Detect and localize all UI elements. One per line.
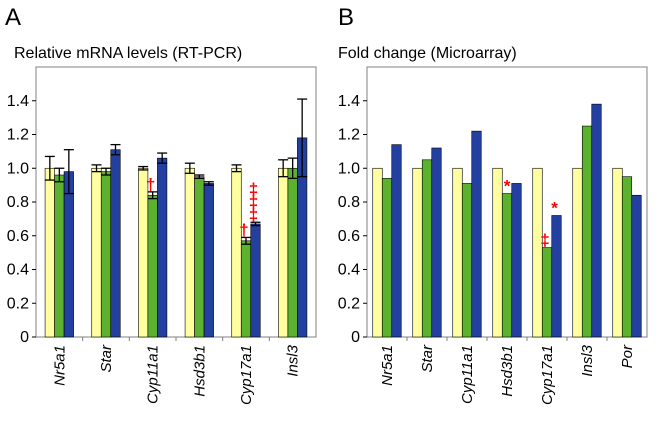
category-label: Nr5a1 bbox=[51, 345, 68, 386]
bar bbox=[194, 176, 205, 338]
significance-mark: ‡ bbox=[249, 192, 258, 211]
bar bbox=[581, 125, 593, 338]
y-tick-label: 1.4 bbox=[338, 93, 360, 110]
significance-mark: ‡ bbox=[249, 179, 258, 198]
bar bbox=[54, 174, 65, 338]
significance-mark: † bbox=[239, 220, 248, 239]
panel-a: A Relative mRNA levels (RT-PCR) 00.20.40… bbox=[5, 4, 317, 405]
annotations: *‡* bbox=[504, 177, 559, 250]
bar bbox=[391, 144, 402, 338]
category-label: Star bbox=[98, 344, 115, 373]
category-label: Cyp17a1 bbox=[238, 345, 255, 405]
y-tick-label: 0.6 bbox=[7, 228, 29, 245]
panel-letter: B bbox=[338, 4, 354, 31]
bar bbox=[63, 171, 74, 338]
y-tick-label: 0.6 bbox=[338, 228, 360, 245]
significance-mark: † bbox=[146, 175, 155, 194]
bar bbox=[591, 103, 602, 338]
significance-mark: * bbox=[504, 177, 511, 196]
bar bbox=[44, 167, 55, 338]
y-tick-label: 0 bbox=[20, 329, 29, 346]
category-label: Hsd3b1 bbox=[191, 345, 208, 397]
plot-frame bbox=[35, 66, 317, 338]
category-label: Insl3 bbox=[285, 344, 302, 376]
bar bbox=[501, 193, 513, 338]
y-tick-label: 0.4 bbox=[338, 262, 360, 279]
category-label: Cyp11a1 bbox=[459, 345, 476, 404]
y-tick-label: 0.2 bbox=[7, 295, 29, 312]
panel-title: Fold change (Microarray) bbox=[338, 45, 517, 62]
bar bbox=[203, 183, 214, 338]
significance-mark: ‡ bbox=[249, 205, 258, 224]
bar bbox=[110, 149, 121, 338]
bars: Nr5a1 Star Cyp11a1 Hsd3b1 Cyp17a1 Insl3 Por bbox=[372, 103, 642, 405]
significance-mark: ‡ bbox=[540, 231, 549, 250]
category-label: Cyp11a1 bbox=[145, 345, 162, 404]
panel-b: B Fold change (Microarray) 0 0.2 0.4 0.6 0.8… bbox=[338, 4, 648, 405]
category-label: Nr5a1 bbox=[379, 345, 396, 386]
y-tick-label: 0.4 bbox=[7, 262, 29, 279]
bar bbox=[231, 167, 242, 338]
y-tick-label: 1.4 bbox=[7, 93, 29, 110]
bar bbox=[431, 147, 442, 338]
y-tick-label: 1.2 bbox=[338, 127, 360, 144]
bars: Nr5a1 Star Cyp11a1 Hsd3b1 Cyp17a1 Insl3 bbox=[44, 98, 308, 405]
bar bbox=[541, 247, 553, 338]
y-tick-label: 1.2 bbox=[7, 127, 29, 144]
bar bbox=[372, 167, 383, 338]
category-label: Star bbox=[419, 344, 436, 373]
bar bbox=[100, 171, 112, 338]
bar bbox=[287, 167, 298, 338]
bar bbox=[452, 167, 463, 338]
category-label: Cyp17a1 bbox=[539, 345, 556, 405]
bar bbox=[184, 167, 195, 338]
bar bbox=[572, 167, 583, 338]
annotations: ††‡‡‡ bbox=[146, 175, 258, 240]
bar bbox=[91, 167, 102, 338]
y-axis: 0 0.2 0.4 0.6 0.8 1.0 1.2 1.4 bbox=[338, 93, 367, 346]
y-tick-label: 0.8 bbox=[338, 194, 360, 211]
bar bbox=[412, 167, 423, 338]
y-tick-label: 0 bbox=[351, 329, 360, 346]
significance-mark: * bbox=[551, 199, 558, 218]
bar bbox=[621, 176, 633, 338]
bar bbox=[381, 178, 393, 338]
bar bbox=[492, 167, 503, 338]
bar bbox=[421, 159, 433, 338]
bar bbox=[240, 240, 252, 338]
bar bbox=[461, 183, 473, 338]
bar bbox=[157, 157, 168, 338]
bar bbox=[147, 194, 158, 338]
bar bbox=[250, 223, 261, 338]
panel-title: Relative mRNA levels (RT-PCR) bbox=[14, 45, 242, 62]
panel-letter: A bbox=[5, 4, 21, 31]
category-label: Por bbox=[619, 344, 636, 368]
category-label: Hsd3b1 bbox=[499, 345, 516, 397]
y-tick-label: 1.0 bbox=[7, 160, 29, 177]
bar bbox=[511, 183, 522, 338]
bar bbox=[532, 167, 543, 338]
bar bbox=[278, 167, 289, 338]
bar bbox=[612, 167, 623, 338]
bar bbox=[551, 215, 562, 338]
bar bbox=[471, 130, 482, 338]
category-label: Insl3 bbox=[579, 344, 596, 376]
y-tick-label: 1.0 bbox=[338, 160, 360, 177]
bar bbox=[631, 194, 642, 338]
y-tick-label: 0.2 bbox=[338, 295, 360, 312]
y-tick-label: 0.8 bbox=[7, 194, 29, 211]
y-axis: 0 0.2 0.4 0.6 0.8 1.0 1.2 1.4 bbox=[7, 93, 36, 346]
